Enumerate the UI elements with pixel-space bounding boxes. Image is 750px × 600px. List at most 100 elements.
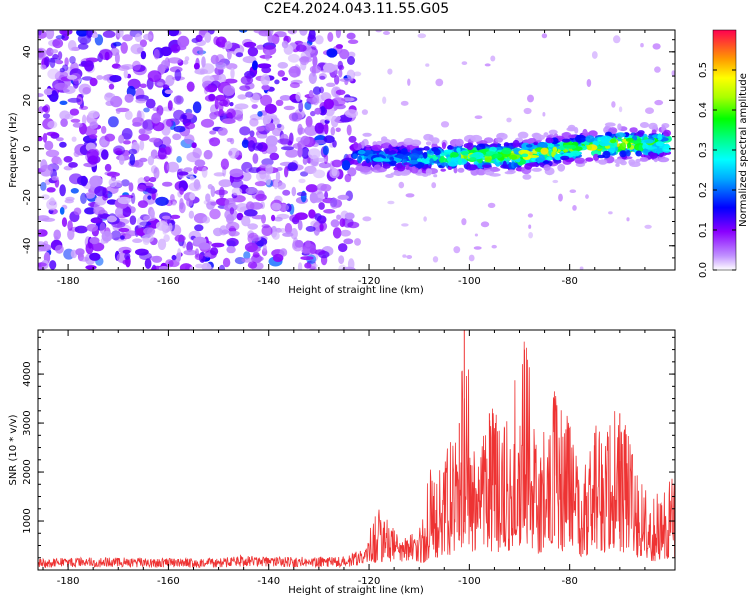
- spectrogram-cell: [170, 44, 181, 54]
- spectrogram-cell: [447, 161, 458, 167]
- spectrogram-cell: [335, 30, 341, 39]
- spectrogram-cell: [346, 124, 352, 136]
- spectrogram-cell: [654, 99, 664, 106]
- spectrogram-cell: [453, 166, 458, 174]
- spectrogram-cell: [495, 162, 501, 167]
- spectrogram-cell: [73, 150, 81, 158]
- spectrogram-cell: [194, 224, 204, 232]
- spectrogram-xtick-label: -120: [358, 276, 381, 287]
- spectrogram-cell: [89, 134, 98, 139]
- spectrogram-cell: [140, 50, 147, 60]
- colorbar-label: Normalized spectral amplitude: [738, 73, 749, 227]
- spectrogram-cell: [614, 158, 625, 164]
- spectrogram-cell: [91, 33, 99, 39]
- spectrogram-cell: [353, 71, 362, 77]
- spectrogram-cell: [215, 36, 227, 48]
- spectrogram-cell: [289, 82, 300, 89]
- spectrogram-cell: [149, 176, 157, 183]
- spectrogram-cell: [93, 202, 99, 215]
- spectrogram-cell: [248, 167, 261, 174]
- spectrogram-cell: [639, 157, 649, 162]
- spectrogram-cell: [604, 122, 616, 127]
- spectrogram-cell: [582, 128, 588, 137]
- spectrogram-cell: [528, 224, 532, 229]
- spectrogram-cell: [89, 237, 100, 245]
- spectrogram-cell: [474, 233, 478, 237]
- spectrogram-cell: [129, 215, 137, 225]
- spectrogram-cell: [639, 122, 650, 128]
- spectrogram-cell: [139, 252, 152, 261]
- snr-plot: [38, 330, 675, 569]
- spectrogram-cell: [491, 153, 503, 159]
- spectrogram-cell: [195, 263, 204, 269]
- spectrogram-cell: [44, 56, 50, 68]
- spectrogram-cell: [271, 33, 280, 45]
- spectrogram-cell: [308, 72, 317, 84]
- spectrogram-cell: [527, 155, 540, 158]
- spectrogram-cell: [151, 112, 162, 124]
- spectrogram-cell: [330, 126, 336, 136]
- spectrogram-cell: [256, 134, 268, 139]
- spectrogram-cell: [385, 174, 394, 178]
- spectrogram-cell: [314, 213, 322, 222]
- spectrogram-cell: [38, 229, 48, 237]
- spectrogram-cell: [247, 46, 259, 57]
- spectrogram-cell: [305, 116, 313, 128]
- spectrogram-cell: [185, 112, 194, 120]
- spectrogram-cell: [209, 137, 221, 147]
- spectrogram-cell: [388, 144, 393, 152]
- spectrogram-cell: [79, 256, 90, 262]
- spectrogram-cell: [128, 148, 138, 155]
- spectrogram-cell: [382, 96, 387, 104]
- spectrogram-cell: [252, 60, 258, 71]
- spectrogram-cell: [130, 43, 144, 55]
- spectrogram-cell: [285, 149, 299, 158]
- spectrogram-cell: [164, 89, 173, 95]
- spectrogram-cell: [309, 266, 317, 270]
- spectrogram-cell: [204, 32, 212, 43]
- spectrogram-cell: [178, 202, 186, 214]
- spectrogram-cell: [287, 30, 298, 35]
- spectrogram-cell: [323, 98, 334, 110]
- spectrogram-cell: [643, 148, 649, 153]
- spectrogram-cell: [357, 149, 366, 155]
- spectrogram-cell: [165, 118, 174, 127]
- spectrogram-cell: [222, 85, 236, 96]
- spectrogram-cell: [264, 49, 271, 61]
- spectrogram-cell: [320, 106, 326, 114]
- spectrogram-cell: [143, 215, 156, 222]
- spectrogram-cell: [347, 167, 357, 177]
- spectrogram-cell: [60, 118, 68, 127]
- spectrogram-cell: [137, 184, 147, 192]
- spectrogram-cell: [387, 200, 395, 205]
- spectrogram-cell: [265, 174, 272, 186]
- spectrogram-cell: [415, 147, 426, 151]
- spectrogram-cell: [38, 243, 52, 252]
- spectrogram-cell: [188, 182, 202, 192]
- snr-frame: [37, 329, 676, 571]
- spectrogram-cell: [124, 93, 134, 103]
- spectrogram-cell: [45, 149, 60, 158]
- spectrogram-xtick-label: -160: [157, 276, 180, 287]
- spectrogram-cell: [512, 139, 520, 148]
- spectrogram-cell: [354, 238, 361, 246]
- spectrogram-cell: [314, 107, 322, 115]
- spectrogram-cell: [422, 151, 428, 159]
- spectrogram-cell: [247, 261, 258, 269]
- spectrogram-cell: [132, 238, 143, 243]
- spectrogram-ytick-label: 40: [22, 45, 33, 58]
- spectrogram-cell: [261, 158, 274, 166]
- spectrogram-cell: [425, 168, 433, 176]
- spectrogram-frame: [37, 29, 676, 271]
- spectrogram-cell: [136, 110, 142, 122]
- spectrogram-cell: [299, 55, 310, 66]
- spectrogram-cell: [552, 179, 559, 184]
- spectrogram-cell: [324, 115, 337, 121]
- spectrogram-cell: [425, 63, 430, 67]
- spectrogram-cell: [280, 228, 286, 233]
- spectrogram-cell: [228, 147, 240, 159]
- spectrogram-cell: [247, 223, 258, 230]
- spectrogram-cell: [652, 148, 664, 154]
- spectrogram-cell: [46, 198, 58, 211]
